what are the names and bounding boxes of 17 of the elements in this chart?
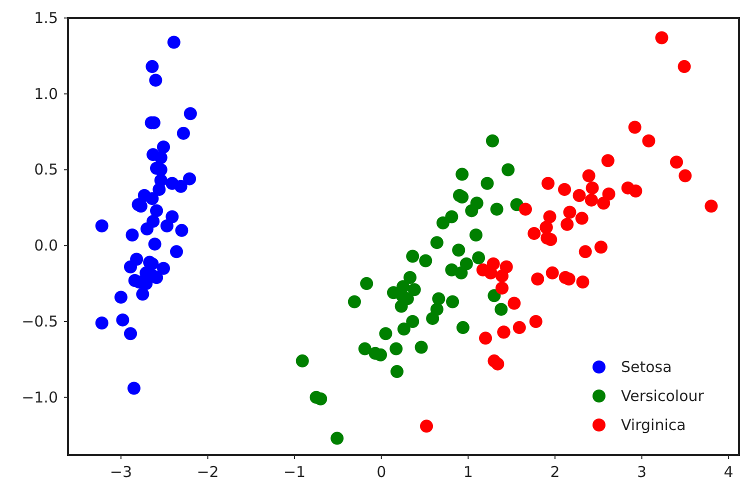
y-tick-label: 0.0: [34, 236, 58, 255]
legend-label: Setosa: [621, 358, 672, 376]
x-tick-label: 2: [550, 463, 560, 481]
y-tick-label: −1.0: [22, 388, 58, 406]
y-tick-label: 1.0: [34, 84, 58, 103]
legend-label: Virginica: [621, 416, 686, 434]
x-tick-label: −3: [110, 463, 132, 481]
x-tick-label: 0: [376, 463, 386, 481]
x-tick-label: 1: [463, 463, 473, 481]
legend-label: Versicolour: [621, 387, 705, 405]
x-tick-label: −1: [284, 463, 306, 481]
x-tick-label: −2: [196, 463, 219, 481]
y-tick-label: 1.5: [34, 9, 58, 27]
x-tick-label: 3: [637, 463, 647, 481]
x-tick-label: 4: [724, 463, 734, 481]
y-tick-label: 0.5: [34, 160, 58, 179]
y-tick-label: −0.5: [22, 312, 58, 330]
